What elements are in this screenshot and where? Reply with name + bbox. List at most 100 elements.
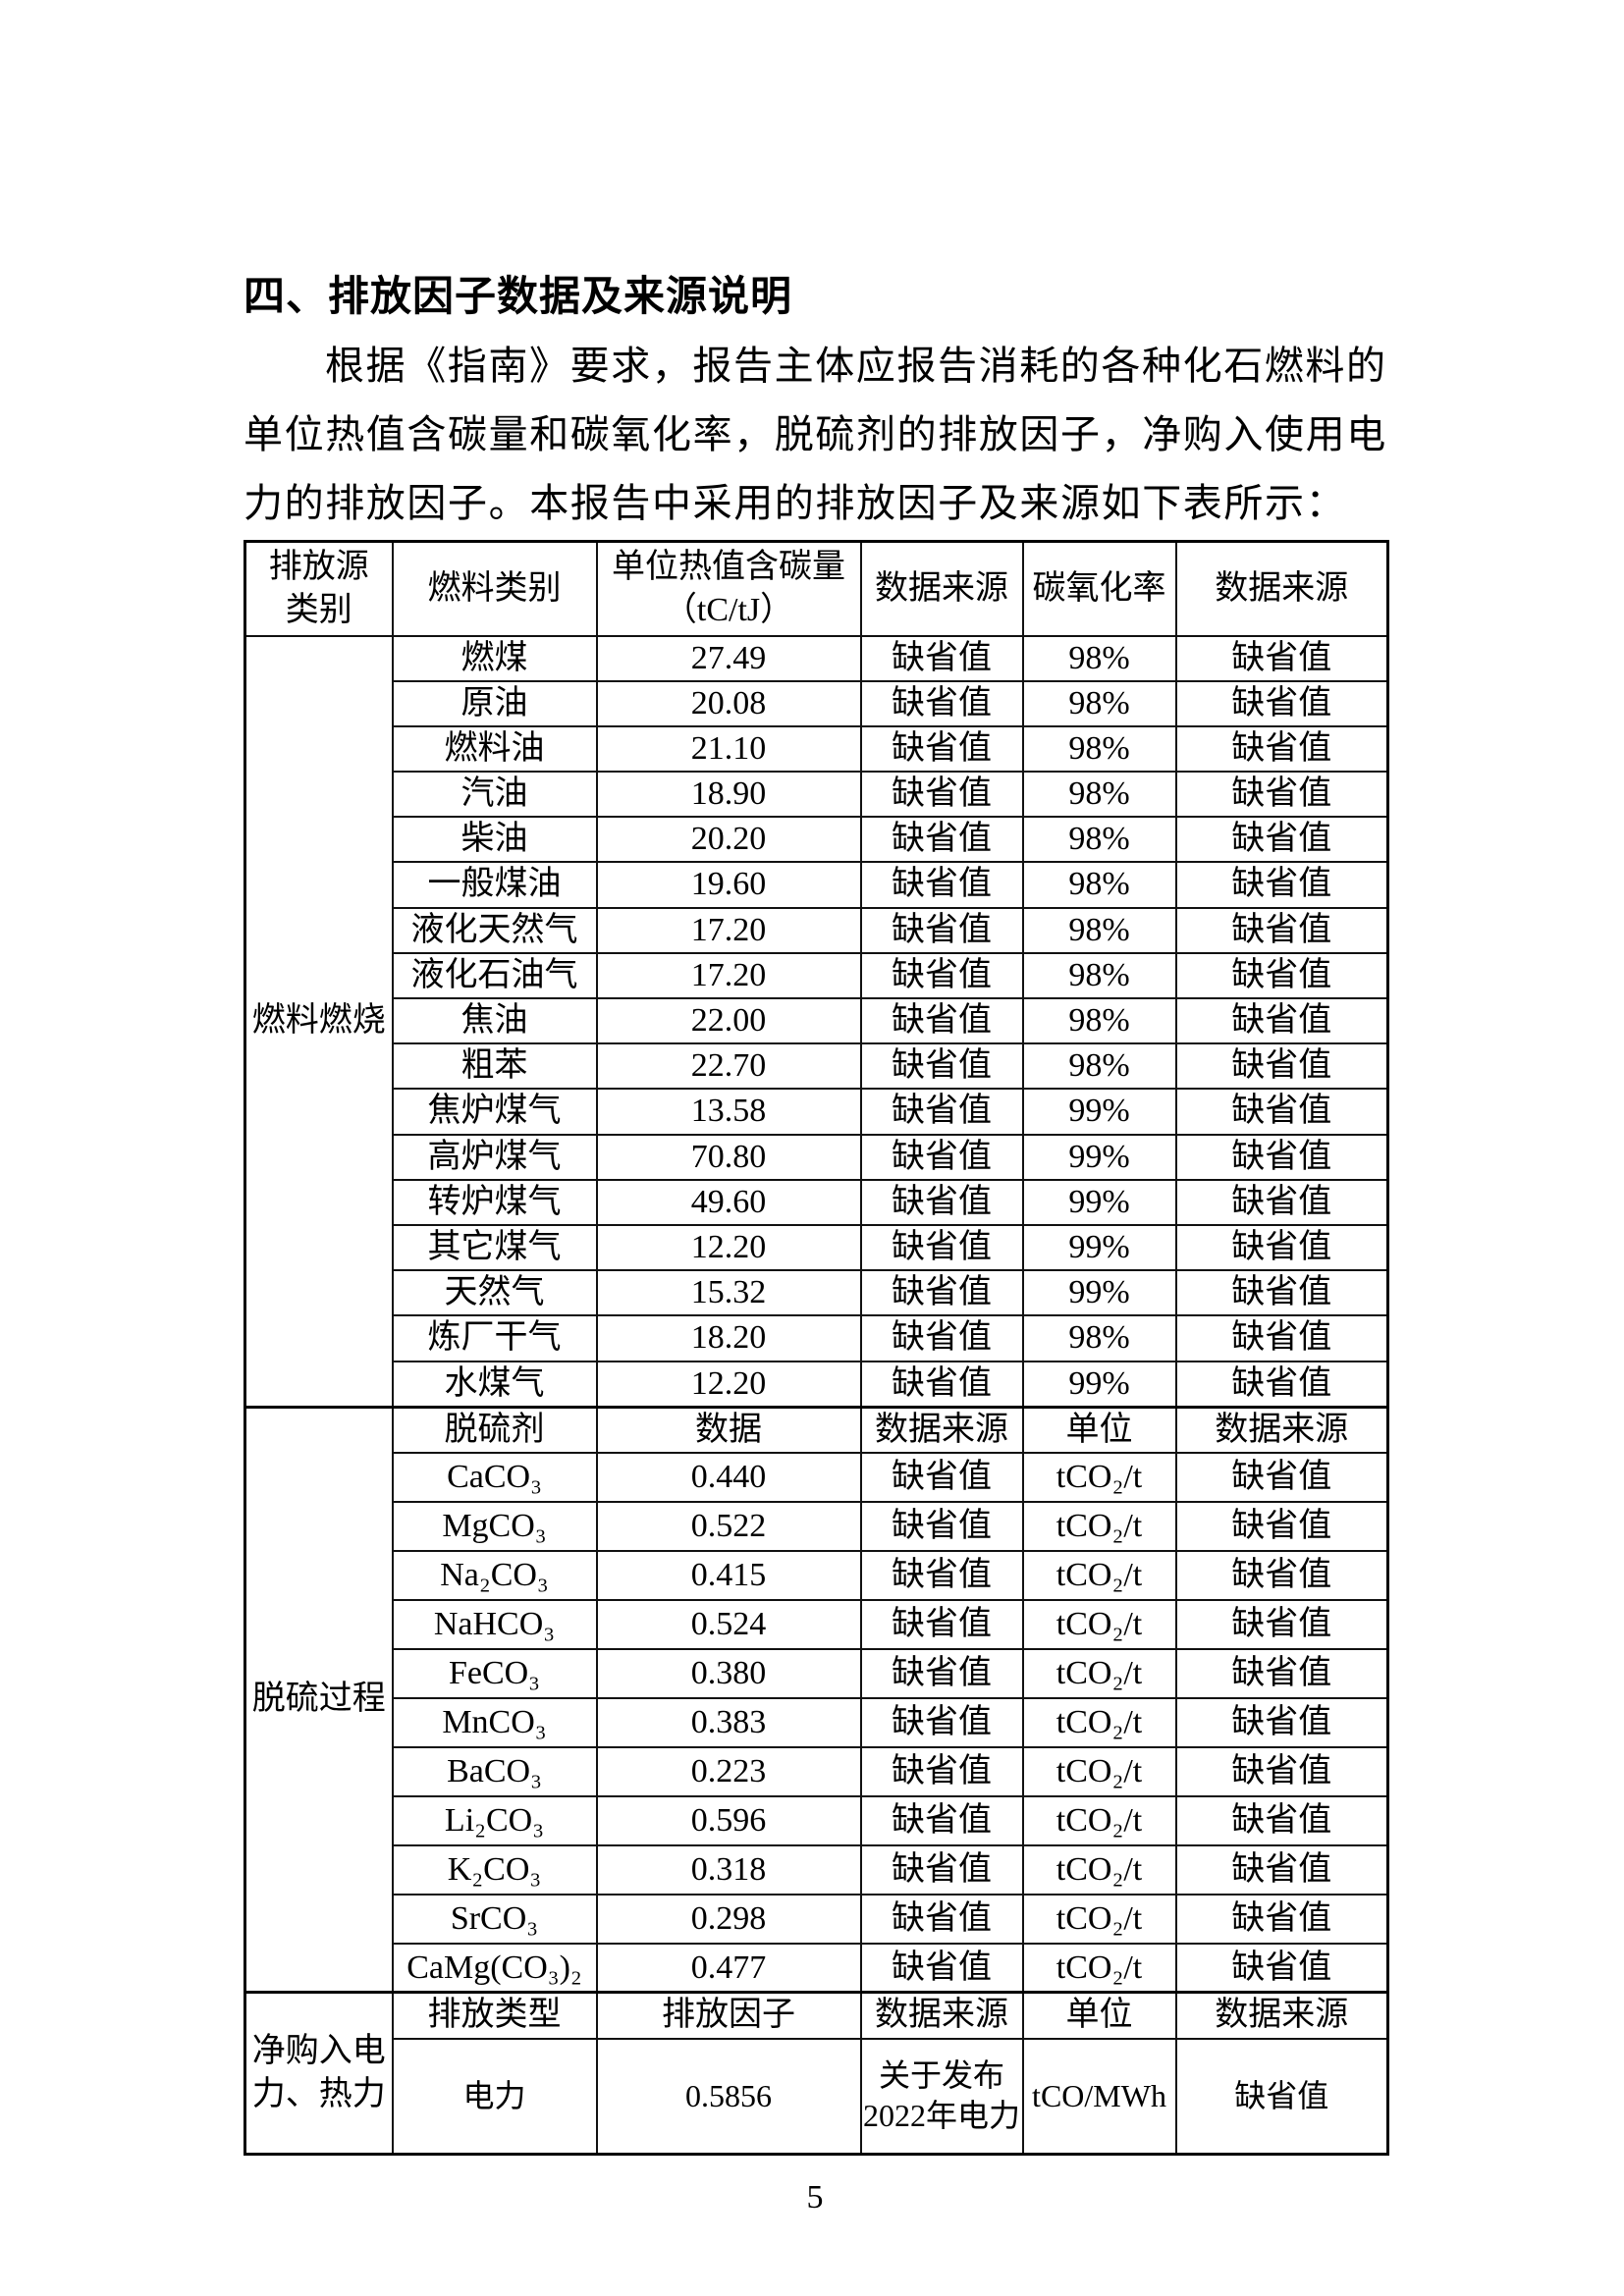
subheader-cell: 数据来源 <box>859 1405 1024 1454</box>
table-row: 液化石油气 17.20 缺省值 98% 缺省值 <box>245 951 1389 1000</box>
table-cell: CaMg(CO₃)₂ <box>391 1942 598 1994</box>
intro-paragraph: 根据《指南》要求，报告主体应报告消耗的各种化石燃料的 单位热值含碳量和碳氧化率，… <box>244 332 1386 538</box>
table-cell: 0.415 <box>595 1549 862 1601</box>
row-group-label: 脱硫过程 <box>244 1405 394 1994</box>
subheader-cell: 数据来源 <box>1174 1991 1389 2040</box>
table-row: 炼厂干气 18.20 缺省值 98% 缺省值 <box>245 1314 1389 1362</box>
table-cell: tCO₂/t <box>1021 1549 1177 1601</box>
table-row: 燃料燃烧 燃煤 27.49 缺省值 98% 缺省值 <box>244 634 1389 1409</box>
table-cell: 缺省值 <box>859 1794 1024 1846</box>
table-cell: 缺省值 <box>1174 1843 1389 1896</box>
table-cell: 17.20 <box>595 906 862 954</box>
table-row: 粗苯 22.70 缺省值 98% 缺省值 <box>245 1042 1389 1091</box>
table-row: K₂CO₃ 0.318 缺省值 tCO₂/t 缺省值 <box>245 1843 1389 1896</box>
table-row: 一般煤油 19.60 缺省值 98% 缺省值 <box>245 861 1389 909</box>
table-row: 水煤气 12.20 缺省值 99% 缺省值 <box>245 1360 1389 1409</box>
table-cell: 缺省值 <box>859 861 1024 909</box>
header-cell-carbon-content: 单位热值含碳量 （tC/tJ） <box>595 540 862 637</box>
table-cell: 一般煤油 <box>391 861 598 909</box>
subheader-cell: 排放类型 <box>391 1991 598 2040</box>
table-cell: 缺省值 <box>859 1042 1024 1091</box>
table-cell: 缺省值 <box>859 1647 1024 1699</box>
table-cell: 0.596 <box>595 1794 862 1846</box>
table-cell: 电力 <box>391 2037 598 2156</box>
table-cell: 缺省值 <box>859 1360 1024 1409</box>
table-cell: 缺省值 <box>1174 679 1389 727</box>
table-cell: 缺省值 <box>1174 1893 1389 1945</box>
table-cell: 关于发布 2022年电力 <box>859 2037 1024 2156</box>
table-row: Na₂CO₃ 0.415 缺省值 tCO₂/t 缺省值 <box>245 1549 1389 1601</box>
table-cell: 98% <box>1021 679 1177 727</box>
subheader-cell: 排放因子 <box>595 1991 862 2040</box>
table-cell: 98% <box>1021 816 1177 864</box>
table-cell: 98% <box>1021 724 1177 774</box>
table-cell: 21.10 <box>595 724 862 774</box>
table-row: 燃料油 21.10 缺省值 98% 缺省值 <box>245 724 1389 774</box>
table-cell: 99% <box>1021 1223 1177 1272</box>
table-row: CaMg(CO₃)₂ 0.477 缺省值 tCO₂/t 缺省值 <box>245 1942 1389 1994</box>
header-cell-oxidation-rate: 碳氧化率 <box>1021 540 1177 637</box>
table-cell: 缺省值 <box>1174 1451 1389 1503</box>
table-cell: 缺省值 <box>1174 771 1389 819</box>
table-row: 柴油 20.20 缺省值 98% 缺省值 <box>245 816 1389 864</box>
table-cell: 缺省值 <box>1174 1647 1389 1699</box>
table-cell: 缺省值 <box>1174 1088 1389 1136</box>
table-cell: 缺省值 <box>1174 634 1389 682</box>
table-cell: 0.383 <box>595 1696 862 1748</box>
section-heading: 四、排放因子数据及来源说明 <box>244 273 793 319</box>
table-cell: 0.380 <box>595 1647 862 1699</box>
table-cell: 缺省值 <box>859 1451 1024 1503</box>
header-cell-source-category: 排放源 类别 <box>244 540 394 637</box>
table-cell: 缺省值 <box>1174 1696 1389 1748</box>
table-cell: 缺省值 <box>859 1269 1024 1317</box>
table-cell: 缺省值 <box>1174 816 1389 864</box>
table-cell: MgCO₃ <box>391 1500 598 1552</box>
table-cell: 缺省值 <box>859 996 1024 1045</box>
table-cell: 缺省值 <box>1174 1500 1389 1552</box>
table-cell: 缺省值 <box>1174 2037 1389 2156</box>
table-cell: 98% <box>1021 996 1177 1045</box>
section-subheader-row: 脱硫过程 脱硫剂 数据 数据来源 单位 数据来源 <box>244 1405 1389 1994</box>
table-row: 电力 0.5856 关于发布 2022年电力 tCO/MWh 缺省值 <box>245 2037 1389 2156</box>
header-cell-fuel-type: 燃料类别 <box>391 540 598 637</box>
table-cell: 缺省值 <box>859 1133 1024 1181</box>
table-cell: 水煤气 <box>391 1360 598 1409</box>
table-cell: 17.20 <box>595 951 862 1000</box>
table-cell: 缺省值 <box>1174 1178 1389 1226</box>
table-cell: 27.49 <box>595 634 862 682</box>
subheader-cell: 单位 <box>1021 1405 1177 1454</box>
table-cell: 缺省值 <box>1174 1794 1389 1846</box>
emission-factor-table: 排放源 类别 燃料类别 单位热值含碳量 （tC/tJ） 数据来源 碳氧化率 数据… <box>244 540 1389 2157</box>
table-cell: 缺省值 <box>1174 1269 1389 1317</box>
table-row: 液化天然气 17.20 缺省值 98% 缺省值 <box>245 906 1389 954</box>
table-cell: tCO₂/t <box>1021 1843 1177 1896</box>
table-cell: 高炉煤气 <box>391 1133 598 1181</box>
table-row: SrCO₃ 0.298 缺省值 tCO₂/t 缺省值 <box>245 1893 1389 1945</box>
row-group-label: 燃料燃烧 <box>244 634 394 1409</box>
table-cell: 98% <box>1021 634 1177 682</box>
table-cell: 0.522 <box>595 1500 862 1552</box>
table-row: 高炉煤气 70.80 缺省值 99% 缺省值 <box>245 1133 1389 1181</box>
table-row: MnCO₃ 0.383 缺省值 tCO₂/t 缺省值 <box>245 1696 1389 1748</box>
table-cell: 99% <box>1021 1360 1177 1409</box>
table-cell: 99% <box>1021 1178 1177 1226</box>
table-cell: 0.440 <box>595 1451 862 1503</box>
table-cell: 缺省值 <box>1174 1942 1389 1994</box>
page-content: 四、排放因子数据及来源说明 根据《指南》要求，报告主体应报告消耗的各种化石燃料的… <box>244 0 1389 2216</box>
row-group-label: 净购入电 力、热力 <box>244 1991 394 2156</box>
table-row: MgCO₃ 0.522 缺省值 tCO₂/t 缺省值 <box>245 1500 1389 1552</box>
table-cell: BaCO₃ <box>391 1745 598 1797</box>
table-cell: 天然气 <box>391 1269 598 1317</box>
table-cell: 其它煤气 <box>391 1223 598 1272</box>
paragraph-line: 力的排放因子。本报告中采用的排放因子及来源如下表所示： <box>244 481 1347 525</box>
table-cell: 0.298 <box>595 1893 862 1945</box>
table-cell: 粗苯 <box>391 1042 598 1091</box>
table-cell: 18.90 <box>595 771 862 819</box>
table-cell: 液化石油气 <box>391 951 598 1000</box>
table-cell: 液化天然气 <box>391 906 598 954</box>
table-cell: 缺省值 <box>859 1696 1024 1748</box>
table-row: 其它煤气 12.20 缺省值 99% 缺省值 <box>245 1223 1389 1272</box>
table-cell: 缺省值 <box>1174 1133 1389 1181</box>
table-cell: 缺省值 <box>859 1314 1024 1362</box>
